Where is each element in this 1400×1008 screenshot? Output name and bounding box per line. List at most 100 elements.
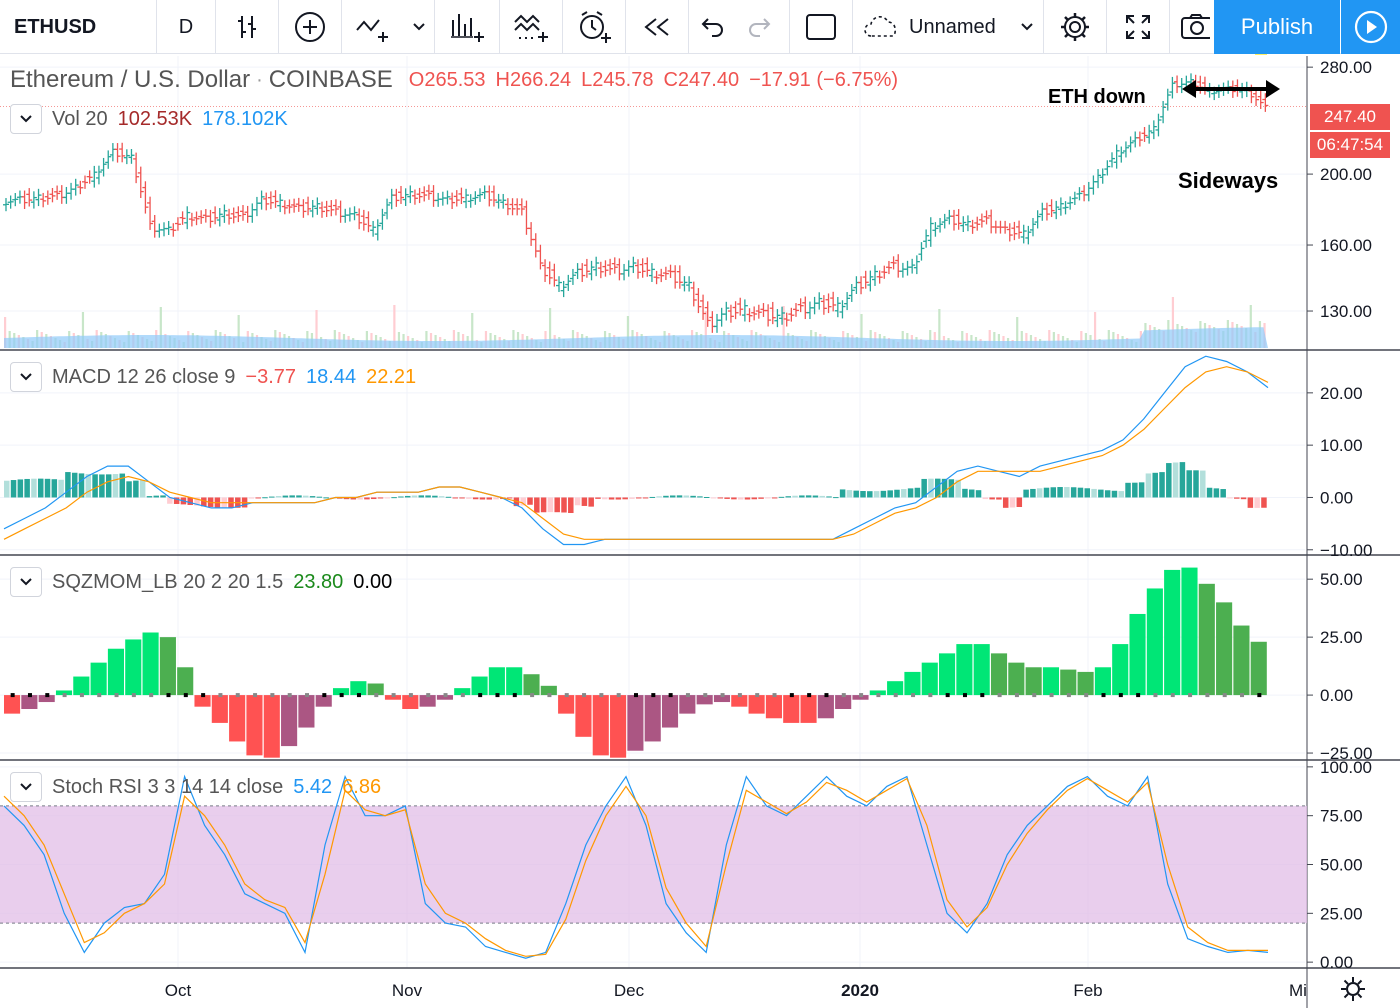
macd-histogram-bar: [4, 480, 10, 498]
macd-histogram-bar: [996, 497, 1002, 500]
stoch-legend: Stoch RSI 3 3 14 14 close 5.42 6.86: [10, 772, 381, 802]
chart-canvas[interactable]: 280.00 200.00 160.00 130.00 20.00 10.00 0.00 −1…: [0, 6, 1400, 1008]
annotation-sideways[interactable]: Sideways: [1178, 168, 1279, 193]
volume-bar: [782, 306, 785, 348]
undo-icon[interactable]: [689, 0, 737, 54]
stoch-label: Stoch RSI 3 3 14 14 close: [52, 775, 284, 798]
macd-histogram-bar: [914, 487, 921, 498]
volume-label: Vol 20: [52, 107, 108, 130]
macd-histogram-bar: [384, 497, 391, 499]
bar-style-icon[interactable]: [216, 0, 278, 54]
collapse-macd-button[interactable]: [10, 362, 42, 392]
camera-icon[interactable]: [1170, 0, 1214, 54]
play-icon[interactable]: [1341, 0, 1400, 54]
sqz-momentum-bar: [211, 695, 228, 723]
macd-histogram-bar: [975, 490, 982, 498]
macd-histogram-bar: [1002, 497, 1009, 508]
macd-axis-tick-label: 20.00: [1320, 384, 1363, 403]
replay-icon[interactable]: [626, 0, 688, 54]
macd-histogram-bar: [92, 474, 98, 498]
macd-histogram-bar: [1036, 488, 1043, 498]
alert-icon[interactable]: [563, 0, 625, 54]
macd-histogram-bar: [860, 491, 866, 498]
sqz-momentum-bar: [696, 695, 713, 705]
sqz-squeeze-dot: [426, 693, 431, 698]
chevron-down-icon: [20, 115, 32, 123]
compare-icon[interactable]: [435, 0, 499, 54]
time-axis-label: 2020: [841, 981, 879, 1000]
macd-histogram-bar: [955, 479, 961, 498]
volume-bar: [993, 332, 996, 348]
add-indicator-icon[interactable]: [279, 0, 341, 54]
sqz-squeeze-dot: [599, 693, 604, 698]
annotation-eth-down[interactable]: ETH down: [1048, 86, 1146, 108]
volume-bar: [860, 314, 863, 348]
price-axis-tick-label: 160.00: [1320, 236, 1372, 255]
macd-histogram-bar: [364, 497, 370, 500]
sqz-squeeze-dot: [253, 693, 258, 698]
macd-histogram-bar: [629, 497, 635, 499]
chart-area[interactable]: 280.00 200.00 160.00 130.00 20.00 10.00 0.00 −1…: [0, 6, 1400, 1008]
sqz-momentum-bar: [38, 695, 55, 703]
macd-histogram-bar: [989, 497, 995, 500]
macd-histogram-bar: [370, 497, 377, 500]
sqz-squeeze-dot: [460, 693, 465, 698]
ohlc-high: H266.24: [495, 68, 572, 91]
macd-histogram-bar: [445, 496, 452, 498]
chevron-down-icon: [20, 783, 32, 791]
macd-histogram-bar: [1240, 497, 1247, 500]
volume-bar: [484, 331, 488, 348]
sqz-momentum-bar: [1198, 583, 1215, 696]
macd-histogram-bar: [316, 496, 323, 498]
macd-histogram-bar: [119, 473, 126, 498]
sqz-momentum-bar: [921, 662, 938, 696]
templates-icon[interactable]: [500, 0, 562, 54]
collapse-stoch-button[interactable]: [10, 772, 42, 802]
settings-icon[interactable]: [1044, 0, 1106, 54]
macd-histogram-bar: [275, 496, 282, 498]
sqz-momentum-bar: [350, 681, 367, 696]
sqz-squeeze-dot: [218, 693, 223, 698]
sqz-momentum-bar: [644, 695, 661, 742]
toolbar-divider: [625, 0, 626, 54]
sqz-squeeze-dot: [997, 693, 1002, 698]
sqz-squeeze-dot: [1101, 693, 1106, 698]
sqz-squeeze-dot: [131, 693, 136, 698]
sqz-squeeze-dot: [201, 693, 206, 698]
indicators-icon[interactable]: [342, 0, 404, 54]
collapse-volume-button[interactable]: [10, 104, 42, 134]
sqz-squeeze-dot: [668, 693, 673, 698]
last-price-tag: 247.40: [1310, 104, 1390, 130]
layout-menu[interactable]: Unnamed: [853, 0, 1043, 54]
macd-histogram-bar: [262, 497, 268, 499]
sqz-momentum-bar: [661, 695, 679, 728]
fullscreen-square-icon[interactable]: [790, 0, 852, 54]
macd-histogram-bar: [669, 495, 676, 498]
sideways-arrow-right: [1266, 80, 1280, 98]
chart-settings-icon[interactable]: [1338, 974, 1370, 1006]
macd-histogram-bar: [432, 495, 438, 498]
macd-histogram-bar: [663, 495, 669, 498]
sqz-axis-tick-label: 0.00: [1320, 686, 1353, 705]
sqz-squeeze-dot: [1257, 693, 1262, 698]
volume-bar: [315, 310, 318, 348]
sqz-momentum-bar: [229, 695, 246, 742]
chevron-down-icon[interactable]: [404, 0, 434, 54]
volume-bar: [512, 330, 515, 348]
sqz-momentum-bar: [1129, 613, 1146, 696]
macd-histogram-bar: [656, 496, 662, 498]
symbol-search[interactable]: ETHUSD: [14, 15, 97, 38]
redo-icon[interactable]: [737, 0, 781, 54]
publish-button[interactable]: Publish: [1214, 0, 1340, 54]
expand-icon[interactable]: [1107, 0, 1169, 54]
sqz-momentum-bar: [835, 695, 852, 709]
sqz-momentum-bar: [800, 695, 817, 723]
macd-histogram-bar: [928, 478, 934, 498]
collapse-sqz-button[interactable]: [10, 567, 42, 597]
time-axis-label: Mi: [1289, 981, 1307, 1000]
macd-histogram-bar: [744, 497, 751, 500]
macd-histogram-bar: [1172, 462, 1179, 498]
interval-button[interactable]: D: [178, 15, 194, 38]
sqz-momentum-bar: [869, 690, 886, 696]
macd-histogram-bar: [649, 496, 656, 498]
